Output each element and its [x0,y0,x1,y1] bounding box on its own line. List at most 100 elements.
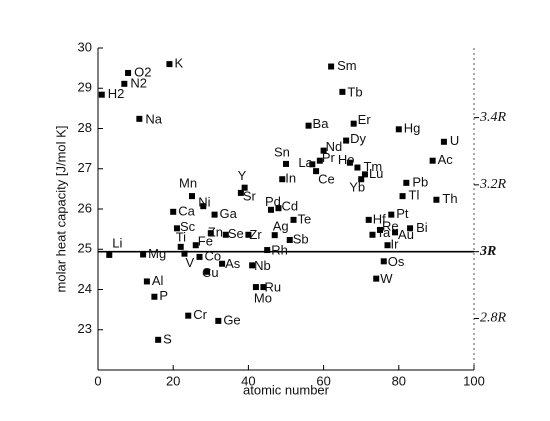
point-label: Lu [369,166,383,181]
point-label: O2 [134,64,151,79]
point [106,251,113,258]
point-label: Ca [178,203,195,218]
point-label: W [380,271,393,286]
point-label: N2 [130,75,147,90]
point-label: Os [388,254,405,269]
point [189,193,195,200]
point-label: K [174,56,183,71]
point-label: La [298,155,313,170]
point [369,231,376,238]
point-label: Ir [391,237,400,252]
y-axis-label: molar heat capacity [J/mol K] [53,126,68,293]
point [403,179,410,186]
point-label: Sm [337,58,357,73]
point [343,137,350,144]
point [252,284,259,291]
point [192,242,199,249]
point [181,250,188,257]
point [358,176,365,183]
point [275,205,282,212]
y2-tick-label: 3R [479,244,496,259]
point [388,211,395,218]
x-tick-label: 80 [392,373,406,388]
point-label: Mo [254,291,272,306]
point-label: Ba [313,116,330,131]
point-label: Cr [193,307,207,322]
point [373,275,380,282]
y-tick-label: 23 [78,321,92,336]
x-tick-label: 20 [166,373,180,388]
point [249,262,256,269]
x-axis-label: atomic number [243,382,330,397]
point-label: S [163,331,172,346]
y-tick-label: 24 [78,281,92,296]
point [361,171,368,178]
point [98,91,105,98]
point-label: Cd [281,199,298,214]
point [185,312,192,319]
point-label: Ge [223,312,240,327]
point [354,164,361,171]
point [241,184,248,191]
y-tick-label: 29 [78,80,92,95]
point-label: Se [228,226,244,241]
point-label: Ag [273,219,289,234]
y-tick-label: 26 [78,200,92,215]
point [260,284,267,291]
point-label: Hg [404,121,421,136]
y-tick-label: 25 [78,241,92,256]
point [328,63,335,70]
point-label: In [285,171,296,186]
point [279,176,286,183]
point [222,231,229,238]
point-label: Li [112,235,122,250]
point-label: Pr [322,150,336,165]
point-label: Y [238,168,247,183]
point [283,160,289,167]
point-label: Nd [326,139,343,154]
y-tick-label: 27 [78,160,92,175]
point-label: Mg [148,246,166,261]
y-tick-label: 30 [78,39,92,54]
y-tick-label: 28 [78,120,92,135]
point-label: Al [152,273,164,288]
x-tick-label: 60 [316,373,330,388]
point [173,225,180,232]
point-label: Na [145,111,162,126]
point [377,226,383,233]
point [433,196,440,203]
point-label: Yb [349,180,365,195]
point-label: P [159,288,168,303]
point-label: Co [205,248,222,263]
point [346,159,353,166]
point [267,206,274,213]
point [350,120,357,127]
point [151,293,158,300]
point [264,247,271,254]
point [290,216,297,223]
point [237,189,244,196]
point-label: Zn [208,225,223,240]
x-tick-label: 100 [463,373,485,388]
point [200,203,207,210]
point-label: Rh [271,242,288,257]
point-label: Ga [220,206,238,221]
point-label: As [225,256,241,271]
point-label: Ru [264,280,281,295]
point-label: Tl [409,188,420,203]
point [399,193,406,200]
point [316,157,323,164]
point [136,115,143,122]
y2-tick-label: 3.4R [479,110,507,125]
point [177,243,184,250]
point [305,122,312,129]
point-label: Te [298,211,312,226]
point-label: Sc [180,219,196,234]
point-label: Hf [373,211,386,226]
point-label: Cu [202,265,219,280]
point-label: H2 [108,86,125,101]
point-label: Bi [416,220,428,235]
point [204,268,211,275]
point-label: Fe [198,234,213,249]
